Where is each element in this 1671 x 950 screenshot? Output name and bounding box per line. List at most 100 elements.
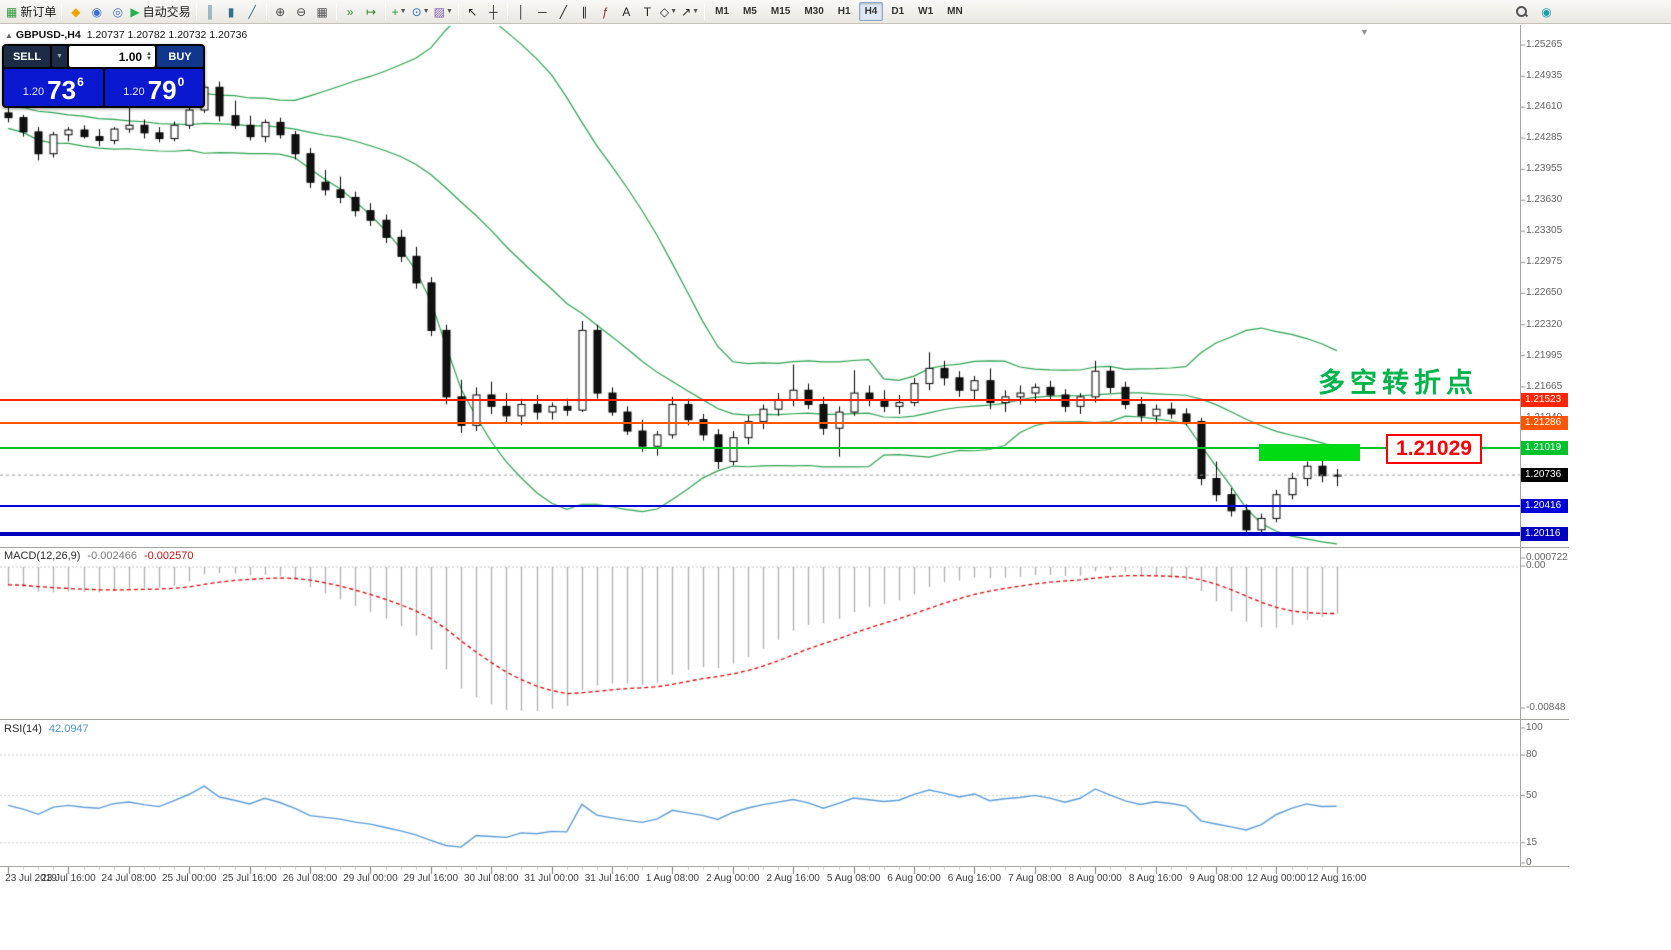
price-callout-box[interactable]: 1.21029 xyxy=(1386,434,1482,464)
indicators-button: + xyxy=(391,4,399,19)
cursor-icon: ↖ xyxy=(467,4,478,19)
timeframe-w1[interactable]: W1 xyxy=(918,6,934,17)
buy-price-big: 79 xyxy=(147,75,177,105)
zoom-out-button[interactable]: ⊖ xyxy=(291,2,312,22)
tile-windows-button[interactable]: ▦ xyxy=(312,2,333,22)
one-click-trading-panel: SELL ▼ 1.00 ▲ ▼ BUY 1.20 73 6 1.20 79 0 xyxy=(2,44,205,108)
trendline-button[interactable]: ╱ xyxy=(553,2,574,22)
timeframe-m1[interactable]: M1 xyxy=(715,6,729,17)
highlight-box[interactable] xyxy=(1259,444,1360,461)
sell-price-prefix: 1.20 xyxy=(22,86,45,98)
vertical-line-button[interactable]: │ xyxy=(511,2,532,22)
ohlc-values: 1.20737 1.20782 1.20732 1.20736 xyxy=(86,29,248,41)
navigator-icon: ◎ xyxy=(112,4,124,19)
crosshair-button[interactable]: ┼ xyxy=(483,2,504,22)
timeframe-m5[interactable]: M5 xyxy=(742,6,757,17)
navigator-button[interactable]: ◎ xyxy=(107,2,128,22)
channel-button[interactable]: ∥ xyxy=(574,2,595,22)
text-label-button[interactable]: T xyxy=(637,2,658,22)
search-button[interactable] xyxy=(1511,2,1532,22)
buy-button[interactable]: BUY xyxy=(157,46,203,67)
rsi-panel-separator[interactable] xyxy=(0,719,1569,720)
autotrading-button[interactable]: ▶ 自动交易 xyxy=(128,2,192,22)
buy-price-button[interactable]: 1.20 79 0 xyxy=(104,69,203,106)
chart-shift-button[interactable]: ↦ xyxy=(361,2,382,22)
metaeditor-icon: ◆ xyxy=(71,4,81,19)
zoom-in-icon: ⊕ xyxy=(275,4,286,19)
community-button[interactable]: ◉ xyxy=(1536,2,1557,22)
zoom-in-button[interactable]: ⊕ xyxy=(270,2,291,22)
toolbar-separator xyxy=(384,3,386,20)
community-icon: ◉ xyxy=(1541,4,1552,19)
line-chart-button[interactable]: ╱ xyxy=(242,2,263,22)
expand-icon[interactable]: ▲ xyxy=(5,31,13,40)
autotrading-button: ▶ xyxy=(130,4,140,19)
dropdown-caret-icon: ▼ xyxy=(692,8,700,15)
cursor-button[interactable]: ↖ xyxy=(462,2,483,22)
market-watch-icon: ◉ xyxy=(91,4,103,19)
vertical-line-icon: │ xyxy=(517,4,526,19)
time-axis-separator xyxy=(0,866,1569,867)
new-order-button[interactable]: ▦ 新订单 xyxy=(4,2,58,22)
templates-button: ▨ xyxy=(433,4,445,19)
toolbar-separator xyxy=(457,3,459,20)
timeframe-d1[interactable]: D1 xyxy=(891,6,905,17)
scroll-anchor-icon: ▼ xyxy=(1360,27,1369,37)
new-order-button-label: 新订单 xyxy=(20,5,57,19)
timeframe-m30[interactable]: M30 xyxy=(804,6,824,17)
indicators-button[interactable]: + ▼ xyxy=(389,2,410,22)
timeframe-mn[interactable]: MN xyxy=(947,6,963,17)
timeframe-h4[interactable]: H4 xyxy=(858,2,884,21)
sell-price-pip: 6 xyxy=(77,75,84,89)
symbol-label: GBPUSD-,H4 xyxy=(15,29,81,41)
toolbar-separator xyxy=(506,3,508,20)
order-type-dropdown[interactable]: ▼ xyxy=(52,46,67,67)
zoom-out-icon: ⊖ xyxy=(296,4,307,19)
rsi-indicator-label: RSI(14) 42.0947 xyxy=(4,723,89,735)
bar-chart-button[interactable]: ║ xyxy=(200,2,221,22)
crosshair-icon: ┼ xyxy=(489,4,498,19)
volume-step-down-icon[interactable]: ▼ xyxy=(146,55,152,62)
market-watch-button[interactable]: ◉ xyxy=(86,2,107,22)
toolbar-separator xyxy=(195,3,197,20)
chart-shift-icon: ↦ xyxy=(366,4,377,19)
rsi-name: RSI(14) xyxy=(4,723,42,735)
buy-price-pip: 0 xyxy=(177,75,185,89)
horizontal-line-button[interactable]: ─ xyxy=(532,2,553,22)
templates-button[interactable]: ▨ ▼ xyxy=(432,2,455,22)
toolbar-right-group: ◉ xyxy=(1511,2,1557,22)
turning-point-annotation[interactable]: 多空转折点 xyxy=(1318,368,1478,398)
metaeditor-button[interactable]: ◆ xyxy=(65,2,86,22)
periods-button: ⊙ xyxy=(411,4,422,19)
timeframe-h1[interactable]: H1 xyxy=(837,6,851,17)
candlestick-chart-button[interactable]: ▮ xyxy=(221,2,242,22)
tile-windows-icon: ▦ xyxy=(316,4,328,19)
timeframe-m15[interactable]: M15 xyxy=(770,6,791,17)
fibonacci-button[interactable]: ƒ xyxy=(595,2,616,22)
sell-price-big: 73 xyxy=(47,75,77,105)
auto-scroll-button[interactable]: » xyxy=(340,2,361,22)
line-chart-icon: ╱ xyxy=(248,4,256,19)
symbol-ohlc-header: ▲ GBPUSD-,H4 1.20737 1.20782 1.20732 1.207… xyxy=(5,29,247,41)
arrows-tool-button[interactable]: ↗ ▼ xyxy=(679,2,701,22)
toolbar-separator xyxy=(704,3,706,20)
sell-price-button[interactable]: 1.20 73 6 xyxy=(4,69,103,106)
text-tool-icon: A xyxy=(622,4,631,19)
horizontal-line-icon: ─ xyxy=(538,4,547,19)
macd-panel-separator[interactable] xyxy=(0,547,1569,548)
price-axis-separator xyxy=(1520,25,1521,866)
text-label-icon: T xyxy=(643,4,652,19)
shapes-tool-button[interactable]: ◇ ▼ xyxy=(658,2,679,22)
macd-name: MACD(12,26,9) xyxy=(4,550,81,562)
text-tool-button[interactable]: A xyxy=(616,2,637,22)
macd-signal-value: -0.002570 xyxy=(143,550,194,562)
macd-main-value: -0.002466 xyxy=(87,550,137,562)
periods-button[interactable]: ⊙ ▼ xyxy=(410,2,432,22)
volume-step-up-icon[interactable]: ▲ xyxy=(146,50,152,57)
toolbar-separator xyxy=(61,3,63,20)
sell-button[interactable]: SELL xyxy=(4,46,50,67)
volume-steppers[interactable]: ▲ ▼ xyxy=(146,50,152,62)
macd-indicator-label: MACD(12,26,9) -0.002466 -0.002570 xyxy=(4,550,194,562)
volume-input[interactable]: 1.00 ▲ ▼ xyxy=(69,46,155,67)
